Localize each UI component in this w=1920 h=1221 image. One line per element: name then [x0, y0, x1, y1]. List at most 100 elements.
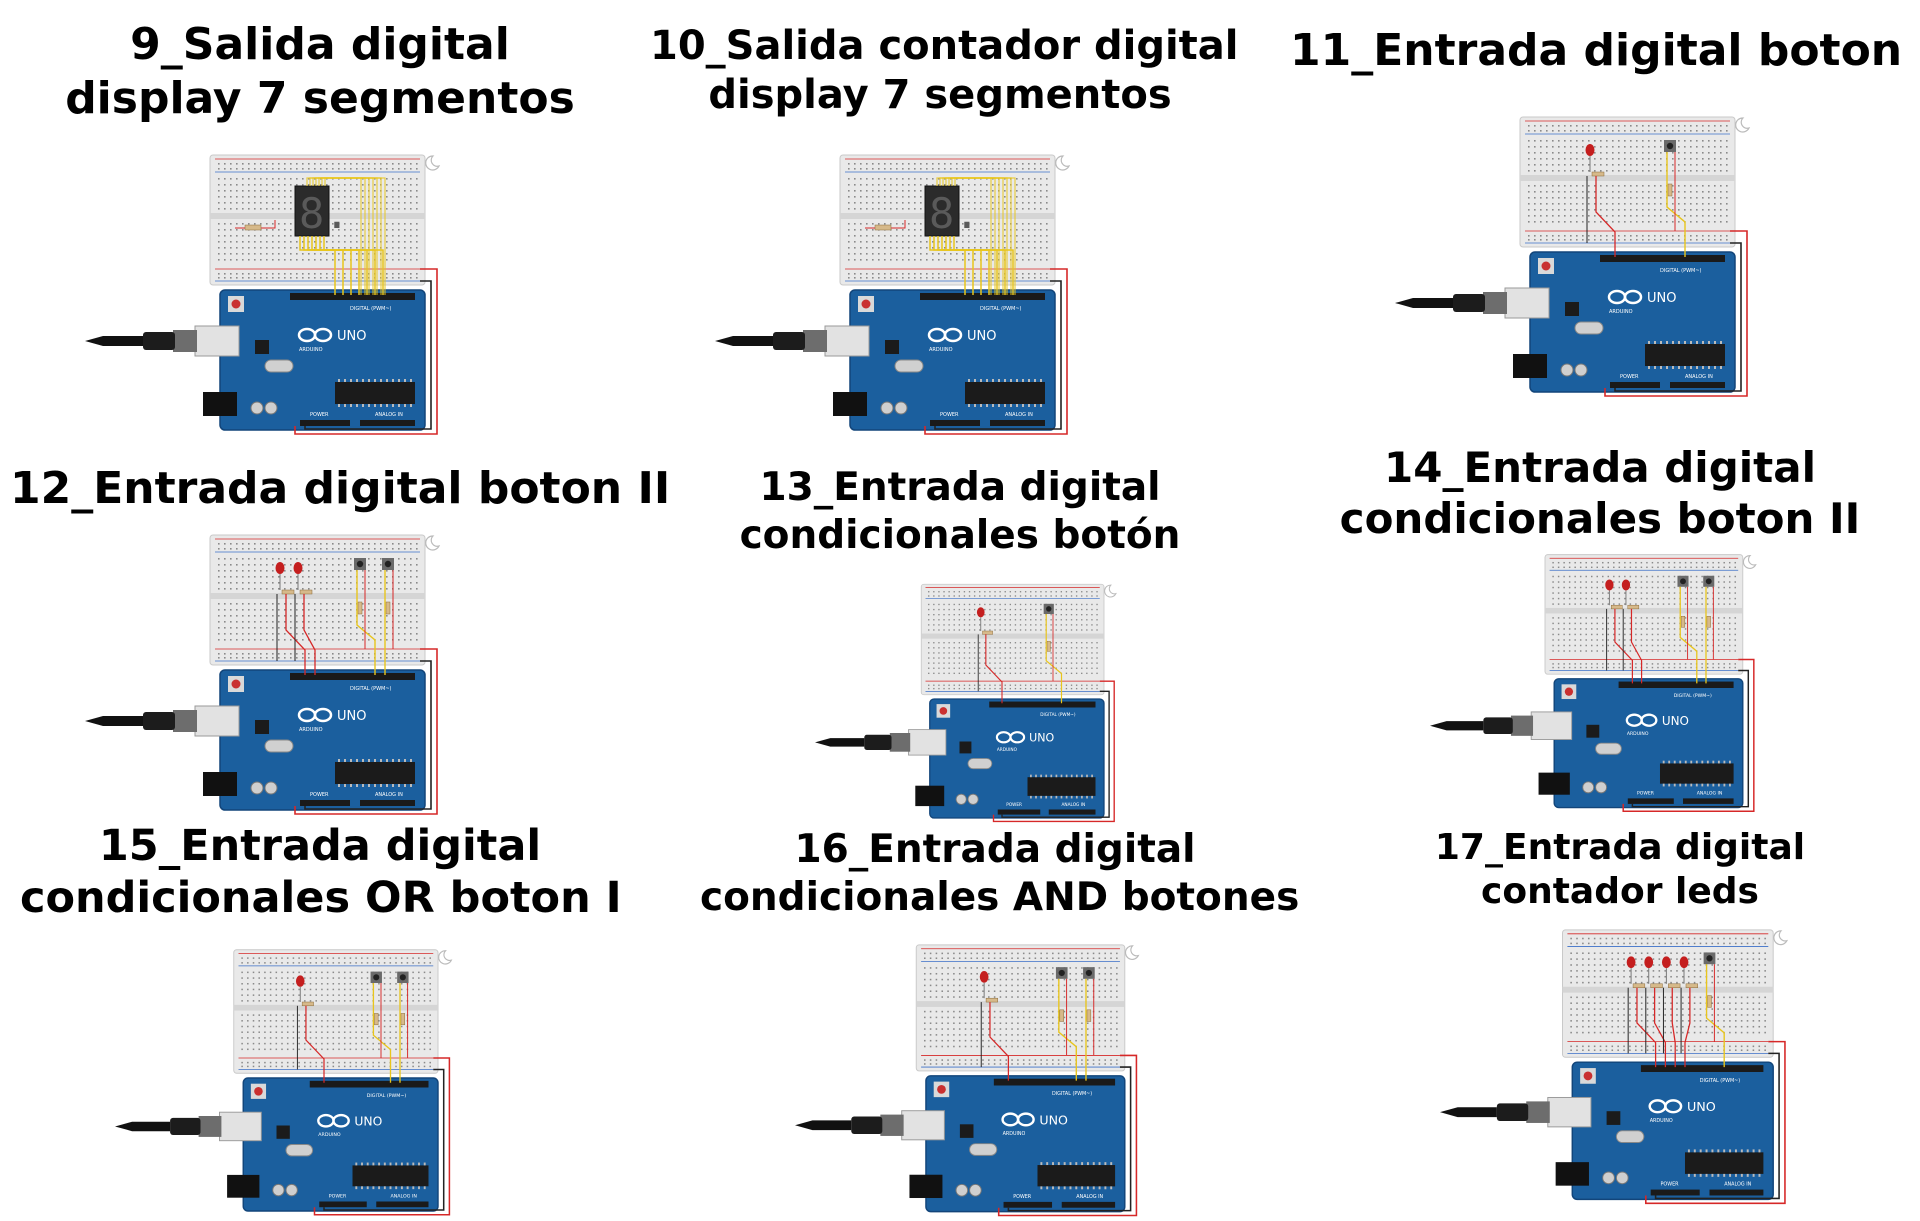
button-resistor-1 [1681, 616, 1685, 627]
reset-button [232, 300, 241, 309]
analog-header [376, 1202, 428, 1208]
led-resistor-1 [986, 998, 998, 1002]
button-resistor-1 [358, 602, 362, 614]
digital-label: DIGITAL (PWM~) [350, 306, 392, 312]
led-2 [1644, 956, 1653, 968]
seven-segment-display: 8. [295, 186, 350, 238]
usb-cable-head [1483, 717, 1512, 734]
panel-17-title-line2: contador leds [1400, 870, 1840, 914]
digital-label: DIGITAL (PWM~) [350, 686, 392, 692]
panel-17-title: 17_Entrada digital contador leds [1400, 826, 1840, 914]
power-jack [203, 392, 237, 416]
button-resistor-2 [1087, 1010, 1091, 1022]
reset-button [254, 1087, 263, 1096]
panel-13-title-line1: 13_Entrada digital [720, 464, 1200, 512]
usb-cable-head [851, 1117, 882, 1134]
analog-label: ANALOG IN [375, 792, 403, 798]
usb-cable-cord [85, 716, 143, 726]
atmega-chip [1645, 344, 1725, 366]
breadboard-channel [1563, 987, 1774, 993]
led-1 [276, 562, 285, 574]
power-label: POWER [1660, 1182, 1679, 1188]
breadboard-corner-mark [1125, 946, 1138, 960]
crystal [895, 360, 923, 372]
power-header [300, 420, 350, 426]
digital-label: DIGITAL (PWM~) [1040, 712, 1076, 718]
crystal [1575, 322, 1603, 334]
usb-cable-cord [1395, 298, 1453, 308]
capacitor-2 [1575, 364, 1587, 376]
usb-port [1548, 1097, 1591, 1126]
breadboard-corner-mark [1743, 556, 1755, 569]
panel-13-title: 13_Entrada digital condicionales botón [720, 464, 1200, 559]
led-1 [1586, 144, 1595, 156]
arduino-label: ARDUINO [299, 727, 323, 733]
analog-header [990, 420, 1045, 426]
usb-plug [173, 710, 197, 732]
usb-chip [255, 340, 269, 354]
breadboard-corner-mark [1736, 118, 1749, 132]
power-header [300, 800, 350, 806]
power-jack [1513, 354, 1547, 378]
usb-cable-head [864, 735, 891, 750]
digital-header [1600, 255, 1725, 262]
push-button-cap-1 [357, 561, 363, 567]
led-resistor-2 [300, 590, 312, 594]
analog-header [1062, 1202, 1115, 1208]
panel-9-title-line1: 9_Salida digital [60, 18, 580, 72]
power-label: POWER [329, 1194, 347, 1200]
button-resistor-2 [386, 602, 390, 614]
usb-cable [1395, 292, 1507, 314]
power-header [1628, 798, 1674, 804]
led-resistor-1 [1611, 605, 1622, 609]
digital-label: DIGITAL (PWM~) [1700, 1078, 1741, 1084]
reset-button [862, 300, 871, 309]
usb-cable-cord [795, 1120, 851, 1130]
digital-header [920, 293, 1045, 300]
usb-cable-cord [715, 336, 773, 346]
button-resistor-1 [1047, 641, 1050, 651]
usb-cable-cord [1430, 721, 1483, 730]
arduino-label: ARDUINO [1609, 309, 1633, 315]
analog-header [1670, 382, 1725, 388]
digital-header [290, 293, 415, 300]
led-1 [1605, 579, 1613, 590]
push-button-cap-1 [373, 974, 379, 980]
usb-port [220, 1112, 262, 1141]
arduino-label: ARDUINO [929, 347, 953, 353]
panel-9-title-line2: display 7 segmentos [60, 72, 580, 126]
capacitor-1 [1583, 782, 1594, 793]
atmega-chip [1685, 1152, 1763, 1174]
usb-cable-head [170, 1118, 200, 1135]
panel-17-title-line1: 17_Entrada digital [1400, 826, 1840, 870]
atmega-chip [335, 762, 415, 784]
reset-button [940, 707, 948, 715]
power-jack [833, 392, 867, 416]
capacitor-1 [1561, 364, 1573, 376]
usb-cable-cord [815, 738, 864, 747]
usb-chip [960, 742, 972, 754]
usb-cable [85, 710, 197, 732]
analog-label: ANALOG IN [1062, 802, 1086, 808]
digital-label: DIGITAL (PWM~) [980, 306, 1022, 312]
led-resistor-2 [1628, 605, 1639, 609]
breadboard-body [1520, 117, 1735, 247]
capacitor-2 [895, 402, 907, 414]
breadboard-corner-mark [1774, 931, 1787, 945]
breadboard-body [1563, 930, 1774, 1057]
atmega-chip [353, 1165, 429, 1186]
led-1 [980, 971, 989, 983]
analog-header [1049, 810, 1096, 815]
capacitor-1 [1603, 1172, 1615, 1184]
usb-plug [173, 330, 197, 352]
atmega-chip [965, 382, 1045, 404]
capacitor-1 [881, 402, 893, 414]
panel-11-title: 11_Entrada digital boton [1290, 24, 1890, 78]
uno-label: UNO [1029, 732, 1054, 745]
analog-header [360, 800, 415, 806]
